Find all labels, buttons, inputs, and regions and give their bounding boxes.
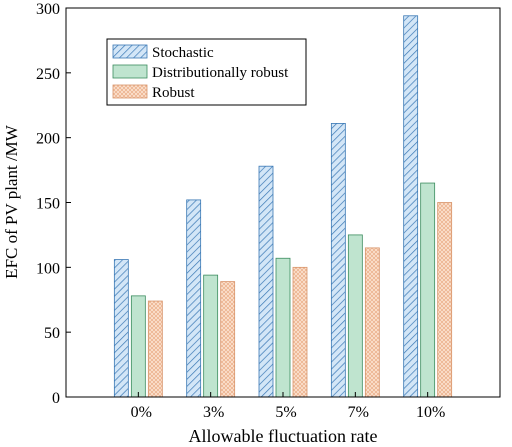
bar-stochastic-4 [403,15,419,398]
x-axis: 0% 3% 5% 7% 10% [131,392,445,421]
bar-robust-0 [147,300,163,398]
x-tick-label: 7% [348,404,369,421]
bar-distributionally-robust-4 [420,182,436,398]
y-tick-label: 300 [36,1,60,18]
y-tick-label: 200 [36,131,60,148]
bar-robust-1 [220,281,236,398]
y-tick-label: 0 [52,390,60,407]
y-tick-label: 150 [36,196,60,213]
y-axis-label: EFC of PV plant /MW [2,124,21,279]
legend: Stochastic Distributionally robust Robust [106,38,307,106]
bar-stochastic-2 [258,165,274,398]
y-tick-label: 50 [44,325,60,342]
y-tick-label: 100 [36,260,60,277]
bar-robust-2 [292,266,308,398]
legend-swatch [112,84,148,99]
bar-distributionally-robust-2 [275,257,291,398]
x-tick-label: 0% [131,404,152,421]
bar-distributionally-robust-3 [347,234,363,398]
bar-stochastic-0 [113,259,129,398]
bar-distributionally-robust-0 [130,295,146,398]
bar-robust-4 [437,202,453,398]
legend-label: Robust [152,85,195,101]
y-axis: 0 50 100 150 200 250 300 [36,1,71,407]
legend-swatch [112,64,148,79]
x-tick-label: 5% [275,404,296,421]
bar-robust-3 [364,247,380,398]
y-tick-label: 250 [36,66,60,83]
bar-stochastic-3 [330,123,346,398]
bar-stochastic-1 [186,199,202,398]
legend-swatch [112,44,148,59]
x-axis-label: Allowable fluctuation rate [189,426,378,446]
x-tick-label: 3% [203,404,224,421]
legend-label: Stochastic [152,45,214,61]
bar-distributionally-robust-1 [203,274,219,398]
x-tick-label: 10% [416,404,445,421]
legend-label: Distributionally robust [152,65,289,81]
